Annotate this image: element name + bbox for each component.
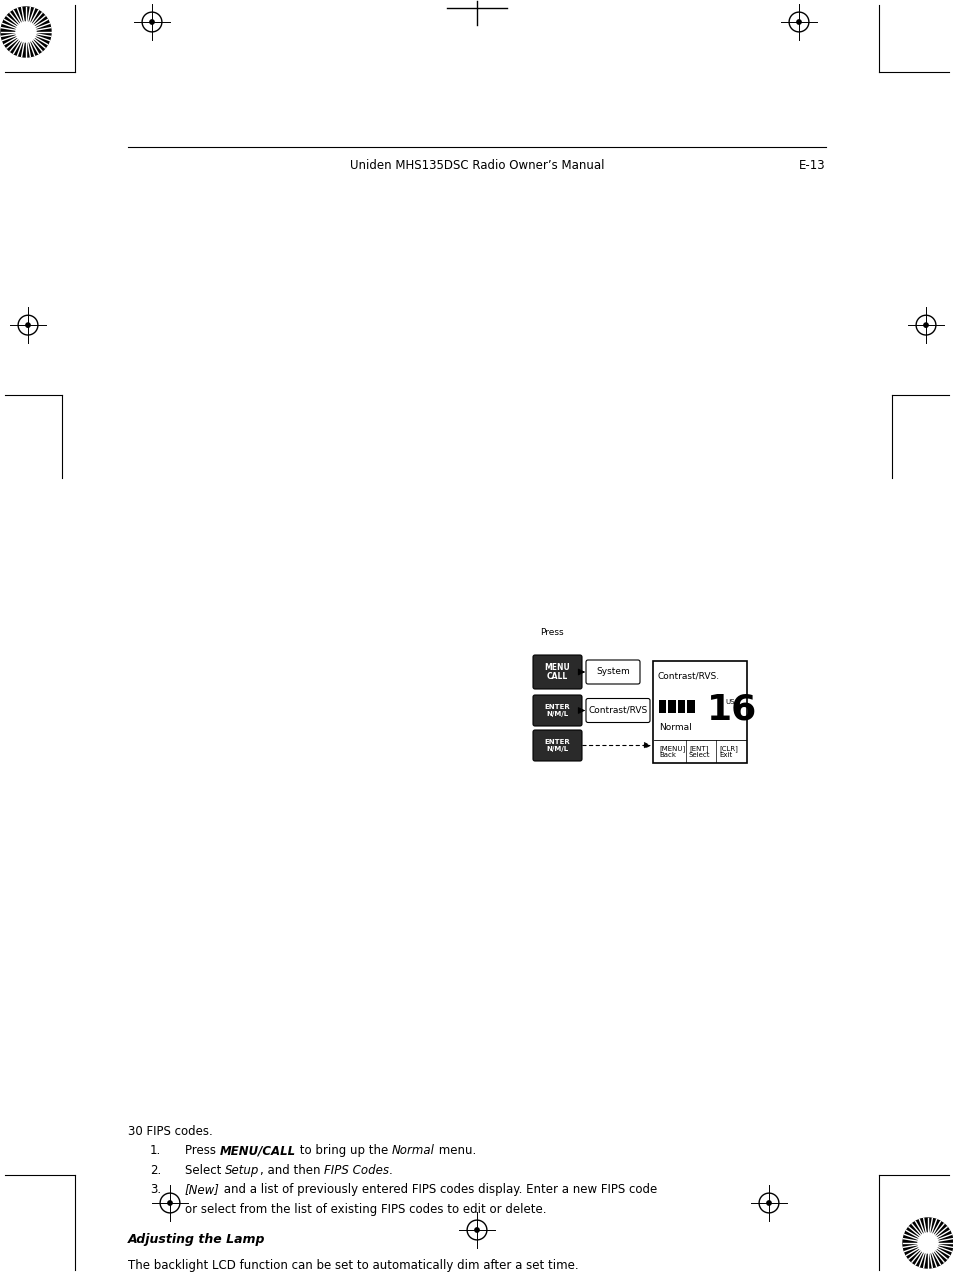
Text: or select from the list of existing FIPS codes to edit or delete.: or select from the list of existing FIPS…: [185, 1202, 546, 1216]
Text: [MENU]: [MENU]: [659, 745, 684, 752]
Text: Uniden MHS135DSC Radio Owner’s Manual: Uniden MHS135DSC Radio Owner’s Manual: [350, 159, 603, 172]
FancyBboxPatch shape: [533, 695, 581, 725]
Circle shape: [22, 28, 30, 37]
Bar: [659, 700, 666, 713]
Text: Normal: Normal: [392, 1145, 435, 1158]
Text: ENTER
N/M/L: ENTER N/M/L: [544, 704, 570, 717]
Bar: [668, 700, 676, 713]
Circle shape: [1, 6, 51, 57]
Text: 3.: 3.: [150, 1183, 161, 1196]
Bar: [687, 700, 695, 713]
Text: 1.: 1.: [150, 1145, 161, 1158]
Text: menu.: menu.: [435, 1145, 476, 1158]
Text: [ENT]: [ENT]: [688, 745, 708, 752]
Text: and a list of previously entered FIPS codes display. Enter a new FIPS code: and a list of previously entered FIPS co…: [219, 1183, 657, 1196]
Text: Press: Press: [185, 1145, 219, 1158]
Circle shape: [796, 20, 801, 24]
Text: Contrast/RVS.: Contrast/RVS.: [658, 672, 720, 681]
Text: E-13: E-13: [799, 159, 825, 172]
Circle shape: [150, 20, 154, 24]
Text: Setup: Setup: [225, 1164, 259, 1177]
Circle shape: [923, 1238, 931, 1247]
Text: Adjusting the Lamp: Adjusting the Lamp: [128, 1233, 265, 1247]
Text: [CLR]: [CLR]: [719, 745, 737, 752]
Circle shape: [902, 1218, 952, 1269]
Text: Select: Select: [688, 752, 710, 759]
Circle shape: [475, 1228, 478, 1232]
Text: Contrast/RVS: Contrast/RVS: [588, 706, 647, 715]
Text: to bring up the: to bring up the: [295, 1145, 392, 1158]
Circle shape: [923, 323, 927, 328]
Bar: [678, 700, 685, 713]
Text: FIPS Codes: FIPS Codes: [323, 1164, 388, 1177]
Text: Select: Select: [185, 1164, 225, 1177]
Text: ENTER
N/M/L: ENTER N/M/L: [544, 740, 570, 752]
Text: [New]: [New]: [185, 1183, 219, 1196]
Text: Press: Press: [539, 629, 563, 638]
FancyBboxPatch shape: [585, 699, 649, 723]
Text: 2.: 2.: [150, 1164, 161, 1177]
Text: The backlight LCD function can be set to automatically dim after a set time.: The backlight LCD function can be set to…: [128, 1258, 578, 1271]
Text: , and then: , and then: [259, 1164, 323, 1177]
FancyBboxPatch shape: [533, 655, 581, 688]
Text: MENU
CALL: MENU CALL: [544, 663, 570, 681]
Text: USA: USA: [725, 699, 740, 705]
Text: MENU/CALL: MENU/CALL: [219, 1145, 295, 1158]
Circle shape: [766, 1201, 770, 1205]
Text: Exit: Exit: [719, 752, 732, 759]
Circle shape: [16, 22, 36, 42]
FancyBboxPatch shape: [652, 660, 746, 762]
Text: .: .: [388, 1164, 392, 1177]
Text: Normal: Normal: [659, 723, 691, 732]
Text: 30 FIPS codes.: 30 FIPS codes.: [128, 1125, 213, 1139]
Text: 16: 16: [706, 694, 757, 727]
FancyBboxPatch shape: [533, 731, 581, 761]
Circle shape: [917, 1233, 937, 1253]
Text: Back: Back: [659, 752, 676, 759]
Circle shape: [168, 1201, 172, 1205]
Circle shape: [26, 323, 30, 328]
Text: System: System: [596, 668, 629, 677]
FancyBboxPatch shape: [585, 660, 639, 683]
